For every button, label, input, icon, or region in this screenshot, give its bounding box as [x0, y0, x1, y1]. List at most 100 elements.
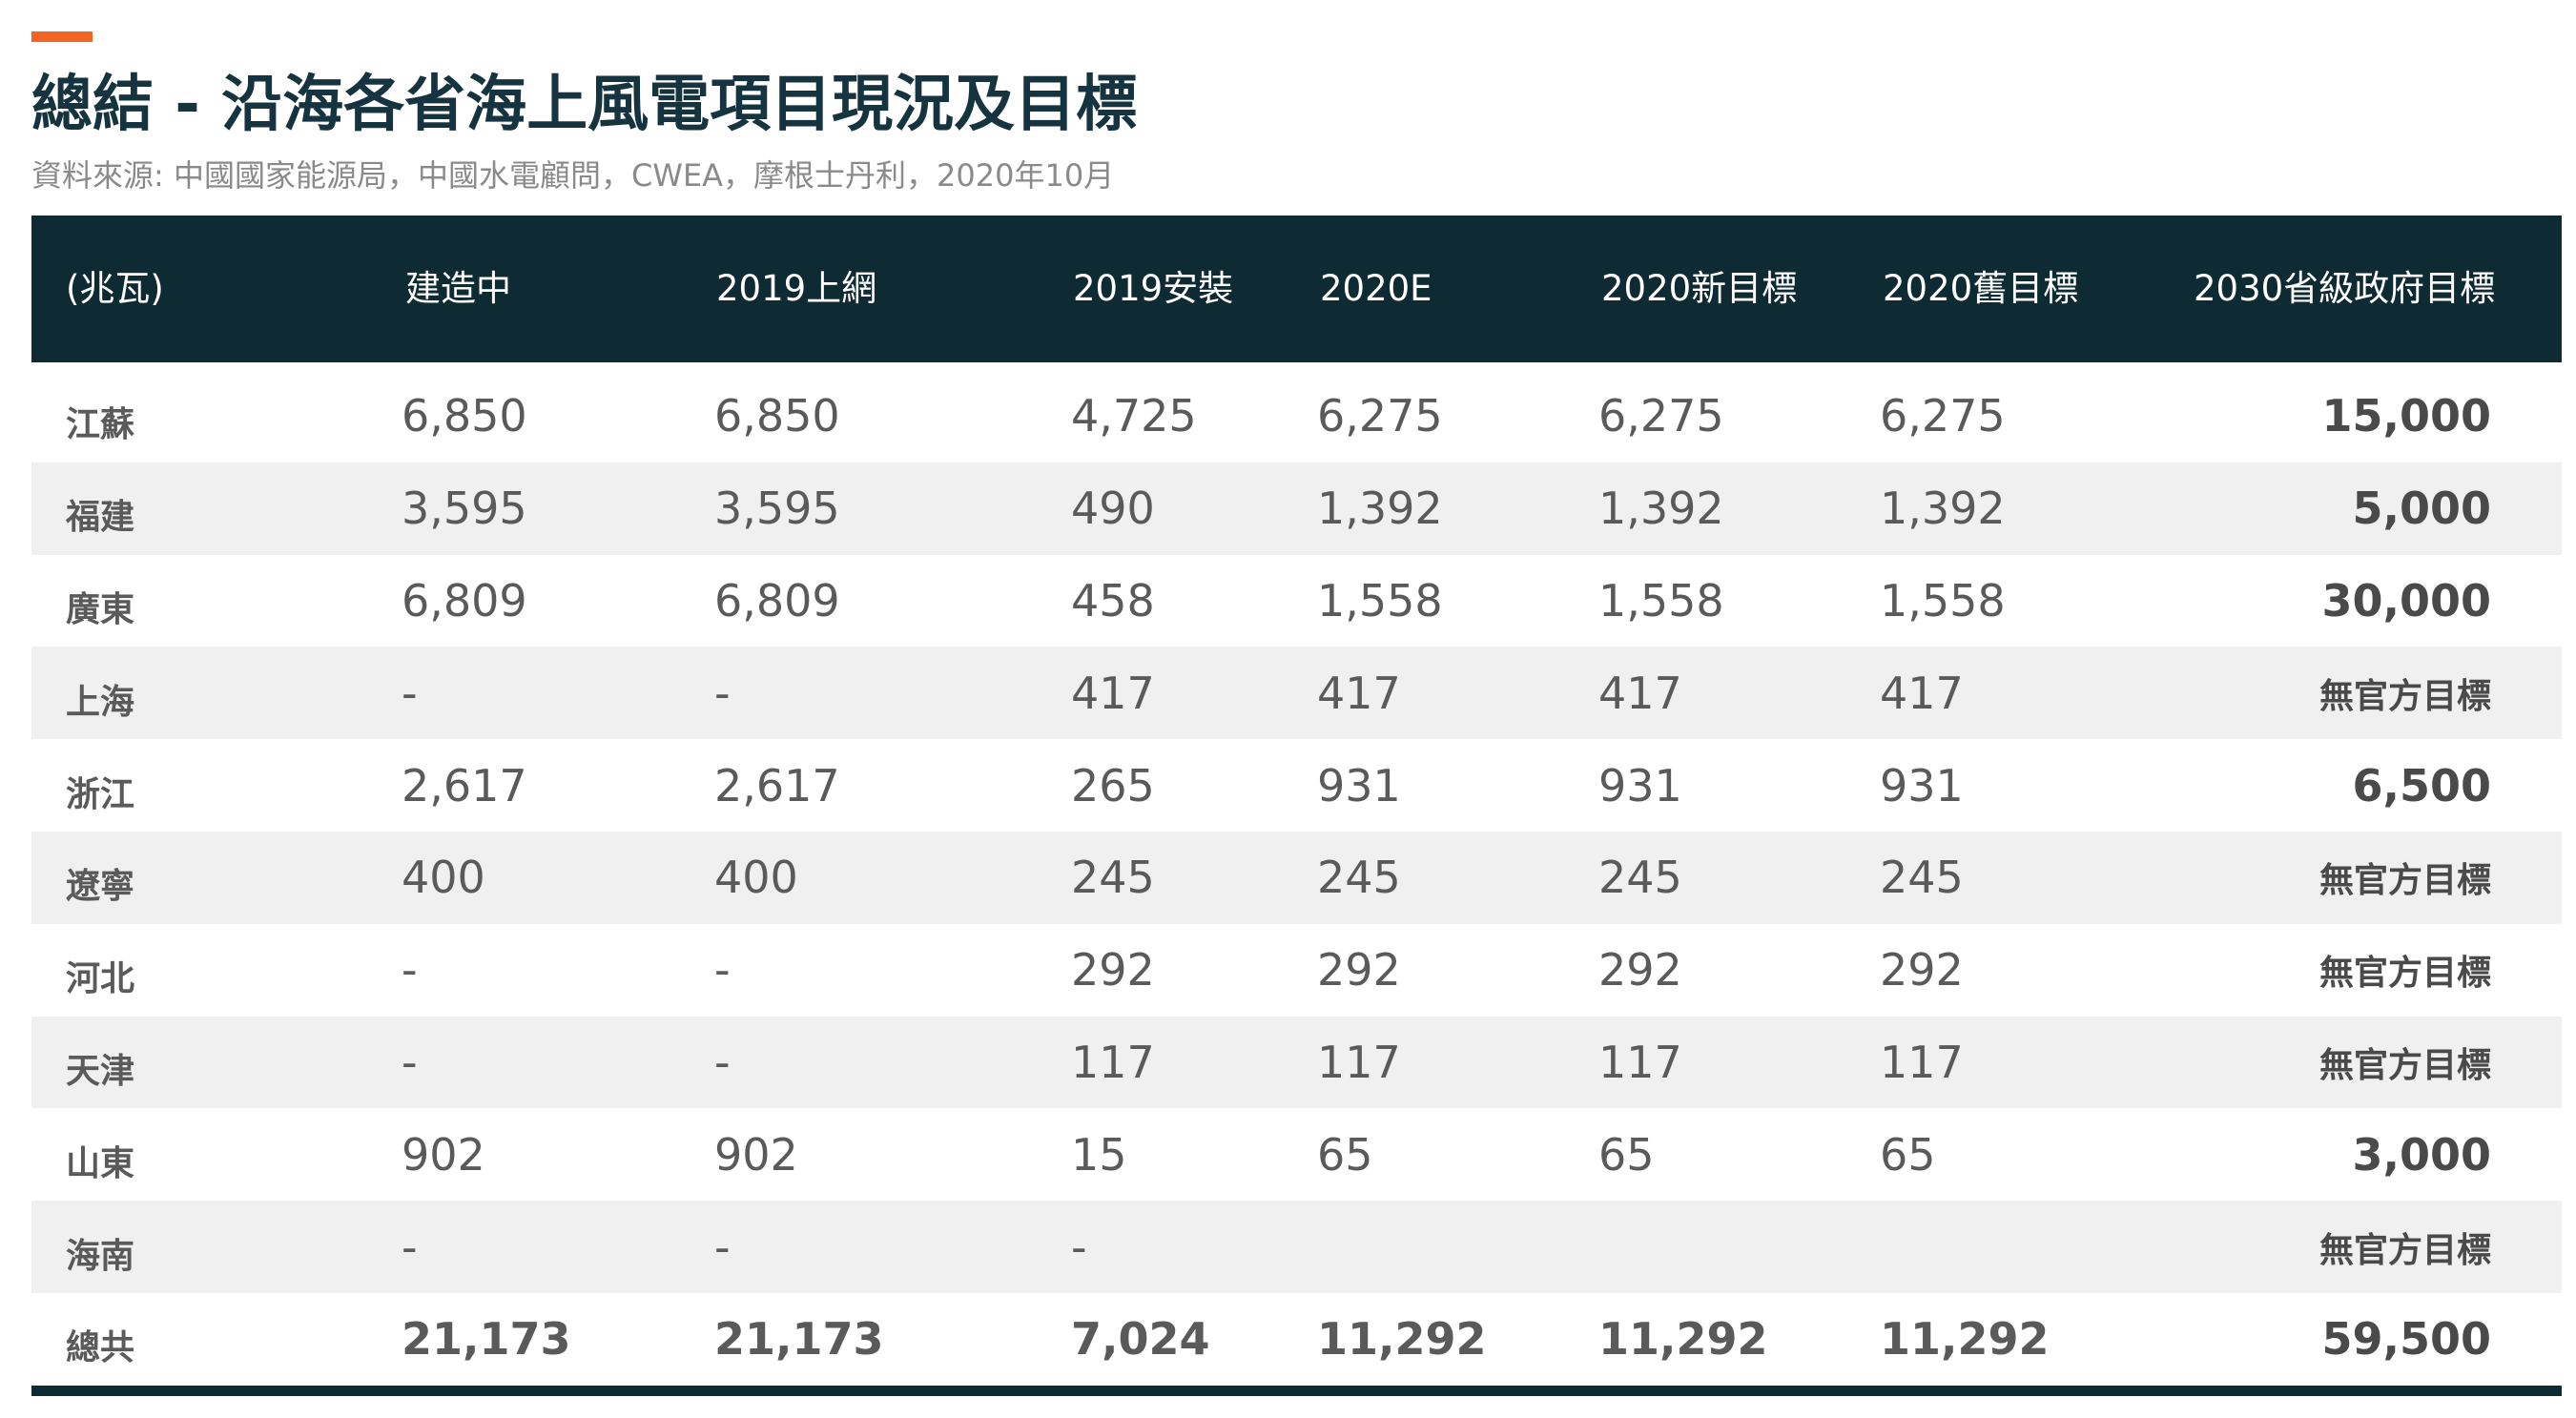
header-2019-installed: 2019安裝 — [1073, 268, 1234, 309]
cell-2019-installed: 15 — [1071, 1128, 1127, 1181]
cell-2020-new-target: 117 — [1598, 1036, 1682, 1088]
cell-under-construction: - — [402, 1036, 418, 1088]
cell-2020-old-target: 245 — [1880, 852, 1964, 904]
cell-province: 廣東 — [66, 589, 135, 629]
header-under-construction: 建造中 — [405, 268, 511, 309]
cell-2019-grid: - — [714, 1221, 731, 1273]
cell-2019-grid: - — [714, 1036, 731, 1088]
table-row: 山東 902 902 15 65 65 65 3,000 — [31, 1108, 2562, 1201]
cell-under-construction: 400 — [402, 852, 485, 904]
cell-under-construction: 6,850 — [402, 390, 527, 442]
cell-2020e: 1,558 — [1317, 574, 1443, 627]
cell-2020e: 11,292 — [1317, 1313, 1487, 1366]
table-row: 海南 - - - 無官方目標 — [31, 1201, 2562, 1293]
cell-2020-old-target: 1,558 — [1880, 574, 2006, 627]
cell-2019-installed: - — [1071, 1221, 1087, 1273]
table-row: 浙江 2,617 2,617 265 931 931 931 6,500 — [31, 739, 2562, 832]
cell-2019-grid: 902 — [714, 1128, 798, 1181]
cell-2019-grid: 21,173 — [714, 1313, 884, 1366]
accent-bar — [31, 31, 93, 42]
cell-2019-grid: 3,595 — [714, 483, 840, 535]
table-row: 河北 - - 292 292 292 292 無官方目標 — [31, 924, 2562, 1017]
cell-2020e: 292 — [1317, 944, 1401, 997]
cell-province: 遼寧 — [66, 867, 135, 907]
cell-2030-target: 59,500 — [2321, 1313, 2491, 1366]
cell-2019-installed: 4,725 — [1071, 390, 1197, 442]
header-2020e: 2020E — [1320, 268, 1432, 309]
cell-2020-new-target: 65 — [1598, 1128, 1655, 1181]
cell-2019-grid: 2,617 — [714, 759, 840, 812]
page-title: 總結 - 沿海各省海上風電項目現況及目標 — [31, 70, 1138, 140]
cell-2030-target: 無官方目標 — [2318, 954, 2491, 994]
cell-2020-new-target: 417 — [1598, 667, 1682, 719]
cell-2019-grid: - — [714, 944, 731, 997]
cell-2020e: 931 — [1317, 759, 1401, 812]
cell-2020e: 6,275 — [1317, 390, 1443, 442]
cell-2020e: 1,392 — [1317, 483, 1443, 535]
cell-province: 天津 — [66, 1051, 135, 1091]
bottom-rule — [31, 1385, 2562, 1396]
table-row: 福建 3,595 3,595 490 1,392 1,392 1,392 5,000 — [31, 462, 2562, 555]
cell-under-construction: 902 — [402, 1128, 485, 1181]
cell-2019-installed: 490 — [1071, 483, 1155, 535]
cell-2020-old-target: 1,392 — [1880, 483, 2006, 535]
table-row: 遼寧 400 400 245 245 245 245 無官方目標 — [31, 831, 2562, 924]
cell-2020-new-target: 6,275 — [1598, 390, 1724, 442]
cell-province: 浙江 — [66, 774, 135, 814]
cell-2019-installed: 7,024 — [1071, 1313, 1210, 1366]
table-row: 天津 - - 117 117 117 117 無官方目標 — [31, 1016, 2562, 1109]
summary-table: (兆瓦) 建造中 2019上網 2019安裝 2020E 2020新目標 202… — [31, 216, 2562, 1396]
cell-province: 上海 — [66, 682, 135, 722]
cell-2030-target: 5,000 — [2352, 483, 2491, 535]
cell-2030-target: 15,000 — [2321, 390, 2491, 442]
cell-2020-new-target: 1,392 — [1598, 483, 1724, 535]
cell-province: 山東 — [66, 1143, 135, 1183]
cell-province: 福建 — [66, 498, 135, 538]
cell-under-construction: 3,595 — [402, 483, 527, 535]
cell-2020-new-target: 11,292 — [1598, 1313, 1768, 1366]
cell-under-construction: - — [402, 944, 418, 997]
cell-2020-old-target: 65 — [1880, 1128, 1936, 1181]
cell-province: 江蘇 — [66, 405, 135, 445]
cell-2020-new-target: 245 — [1598, 852, 1682, 904]
cell-under-construction: - — [402, 667, 418, 719]
source-note: 資料來源: 中國國家能源局，中國水電顧問，CWEA，摩根士丹利，2020年10月 — [31, 157, 1115, 194]
cell-2020e: 417 — [1317, 667, 1401, 719]
table-body: 江蘇 6,850 6,850 4,725 6,275 6,275 6,275 15,000 福建… — [31, 362, 2562, 1386]
cell-2019-installed: 417 — [1071, 667, 1155, 719]
cell-province: 總共 — [66, 1328, 135, 1368]
cell-2019-grid: 400 — [714, 852, 798, 904]
cell-2030-target: 30,000 — [2321, 574, 2491, 627]
cell-2030-target: 無官方目標 — [2318, 676, 2491, 716]
cell-2020-old-target: 931 — [1880, 759, 1964, 812]
cell-2019-installed: 458 — [1071, 574, 1155, 627]
cell-2020e: 245 — [1317, 852, 1401, 904]
cell-2019-installed: 265 — [1071, 759, 1155, 812]
header-2019-grid: 2019上網 — [716, 268, 877, 309]
cell-2020e: 65 — [1317, 1128, 1373, 1181]
cell-2019-installed: 292 — [1071, 944, 1155, 997]
header-2020-new-target: 2020新目標 — [1601, 268, 1798, 309]
total-row: 總共 21,173 21,173 7,024 11,292 11,292 11,292 59,… — [31, 1293, 2562, 1386]
cell-under-construction: 2,617 — [402, 759, 527, 812]
table-row: 上海 - - 417 417 417 417 無官方目標 — [31, 647, 2562, 740]
cell-2020-new-target: 292 — [1598, 944, 1682, 997]
cell-2030-target: 3,000 — [2352, 1128, 2491, 1181]
cell-2019-grid: 6,850 — [714, 390, 840, 442]
header-2020-old-target: 2020舊目標 — [1883, 268, 2079, 309]
cell-2020-new-target: 1,558 — [1598, 574, 1724, 627]
cell-2030-target: 6,500 — [2352, 759, 2491, 812]
table-row: 廣東 6,809 6,809 458 1,558 1,558 1,558 30,000 — [31, 555, 2562, 647]
cell-under-construction: 21,173 — [402, 1313, 571, 1366]
cell-2020-old-target: 11,292 — [1880, 1313, 2050, 1366]
cell-2019-grid: 6,809 — [714, 574, 840, 627]
cell-2020e: 117 — [1317, 1036, 1401, 1088]
cell-2020-old-target: 417 — [1880, 667, 1964, 719]
cell-2020-new-target: 931 — [1598, 759, 1682, 812]
table-header: (兆瓦) 建造中 2019上網 2019安裝 2020E 2020新目標 202… — [31, 216, 2562, 362]
table-row: 江蘇 6,850 6,850 4,725 6,275 6,275 6,275 15,000 — [31, 370, 2562, 462]
cell-2030-target: 無官方目標 — [2318, 1230, 2491, 1270]
cell-2020-old-target: 117 — [1880, 1036, 1964, 1088]
header-unit: (兆瓦) — [66, 268, 164, 309]
cell-2019-grid: - — [714, 667, 731, 719]
